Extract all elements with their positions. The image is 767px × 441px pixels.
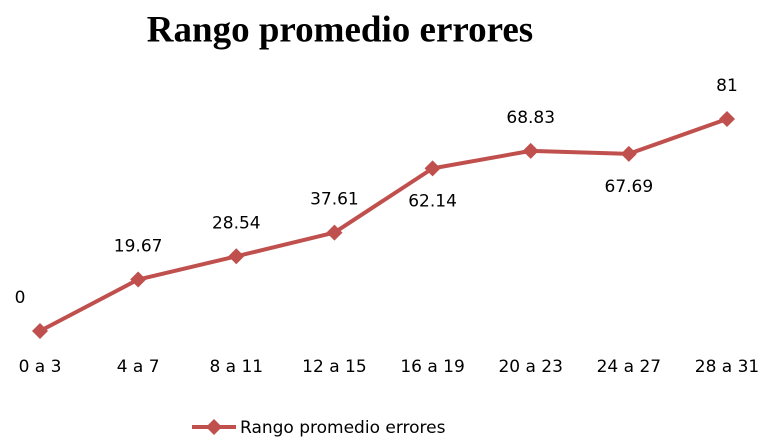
marker (424, 160, 441, 177)
data-label: 81 (716, 76, 738, 96)
marker (326, 224, 343, 241)
marker (620, 145, 637, 162)
line (39, 117, 728, 333)
marker (228, 248, 245, 265)
x-tick-label: 28 a 31 (695, 357, 760, 377)
data-label: 0 (15, 288, 26, 308)
marker (522, 142, 539, 159)
x-tick-label: 8 a 11 (209, 357, 263, 377)
x-tick-label: 16 a 19 (400, 357, 465, 377)
marker (32, 323, 48, 339)
x-tick-label: 24 a 27 (597, 357, 662, 377)
data-label: 62.14 (408, 191, 457, 211)
data-label: 37.61 (310, 190, 359, 210)
data-label: 68.83 (506, 108, 555, 128)
x-tick-label: 12 a 15 (302, 357, 367, 377)
chart-title: Rango promedio errores (147, 9, 533, 50)
marker (130, 271, 147, 288)
x-tick-label: 20 a 23 (498, 357, 563, 377)
data-label: 28.54 (212, 213, 261, 233)
marker (719, 111, 735, 127)
legend-marker (206, 419, 222, 435)
data-label: 67.69 (605, 177, 654, 197)
legend-label: Rango promedio errores (240, 418, 446, 438)
x-tick-label: 0 a 3 (19, 357, 62, 377)
x-tick-label: 4 a 7 (117, 357, 160, 377)
data-label: 19.67 (114, 237, 163, 257)
